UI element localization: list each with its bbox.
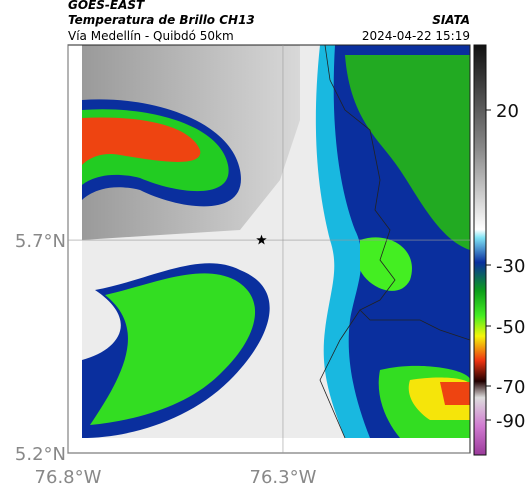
y-tick-label: 5.2°N (15, 444, 66, 465)
colorbar (473, 44, 487, 456)
x-tick-label: 76.8°W (35, 467, 102, 488)
colorbar-tick-label: -90 (496, 411, 525, 432)
colorbar-tick-label: -50 (496, 317, 525, 338)
source: SIATA (432, 13, 470, 27)
colorbar-tick-label: -30 (496, 256, 525, 277)
colorbar-ticks: 20 -30 -50 -70 -90 (486, 101, 525, 432)
subtitle: Temperatura de Brillo CH13 (68, 13, 255, 27)
location-marker (256, 234, 267, 245)
location: Vía Medellín - Quibdó 50km (68, 29, 234, 43)
colorbar-tick-label: 20 (496, 101, 519, 122)
imagery (82, 44, 471, 439)
datetime: 2024-04-22 15:19 (362, 29, 470, 43)
x-tick-label: 76.3°W (250, 467, 317, 488)
y-tick-label: 5.7°N (15, 231, 66, 252)
colorbar-tick-label: -70 (496, 377, 525, 398)
title: GOES-EAST (68, 0, 145, 12)
axes: 76.8°W 76.3°W 5.2°N 5.7°N (15, 45, 470, 488)
